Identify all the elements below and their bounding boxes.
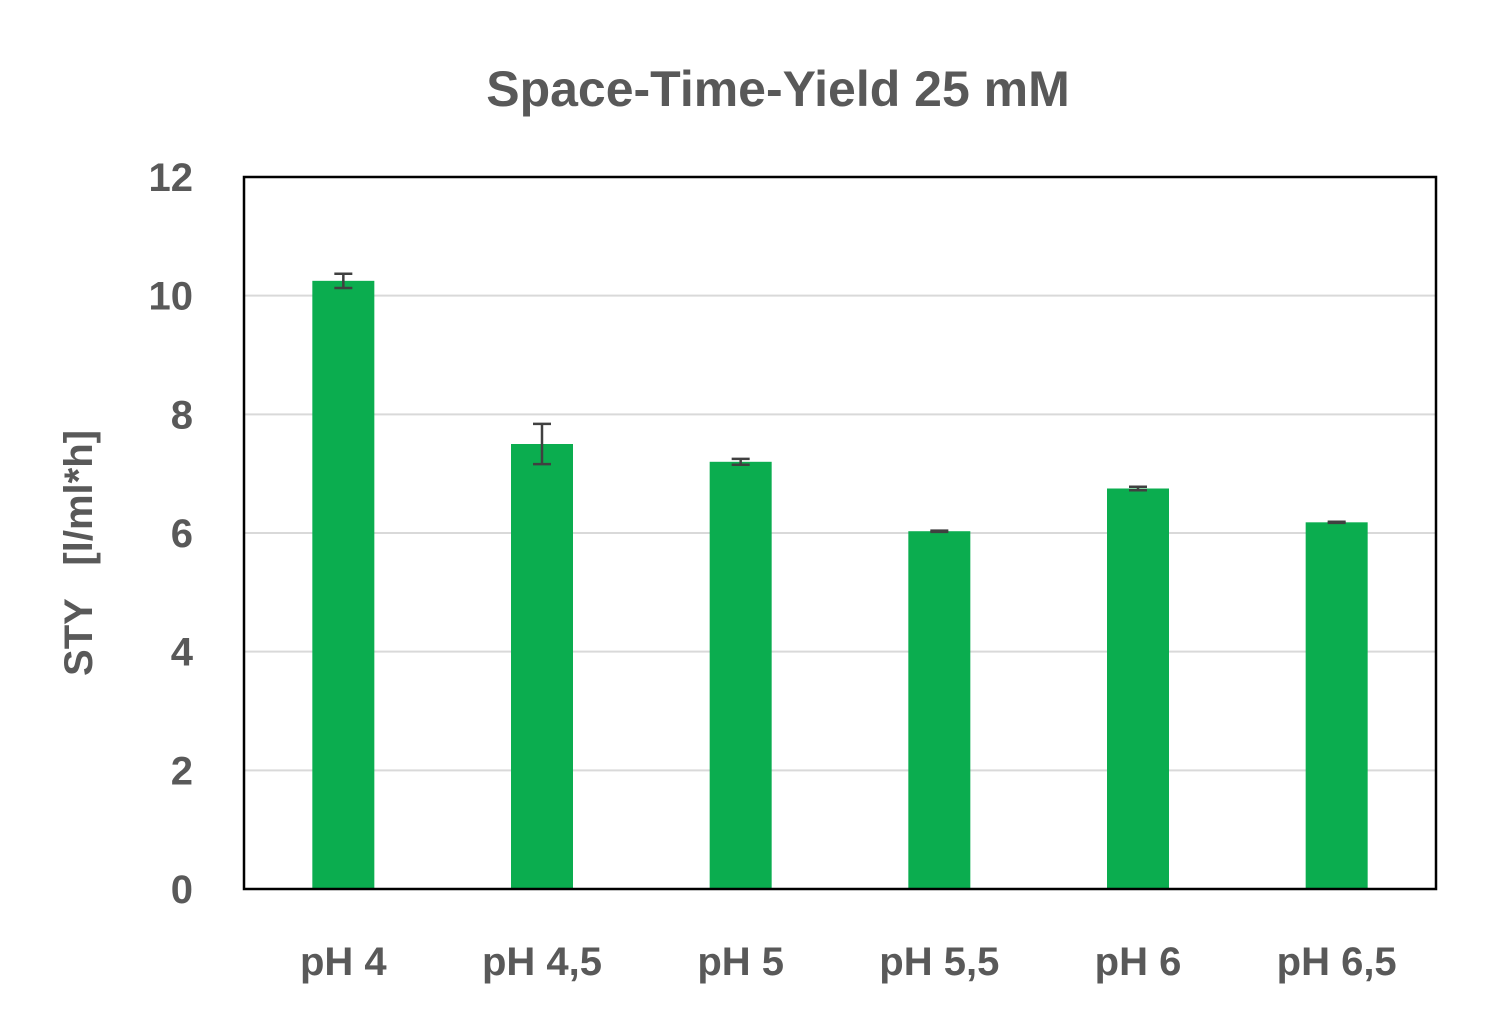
error-bar [533, 422, 551, 466]
x-tick-label: pH 6 [1095, 940, 1182, 984]
x-tick-label: pH 5 [697, 940, 784, 984]
bar [511, 444, 573, 889]
bars [312, 280, 1368, 889]
x-tick-label: pH 6,5 [1277, 940, 1397, 984]
bar [1107, 488, 1169, 889]
plot-area-frame [242, 175, 1438, 891]
y-tick-label: 0 [171, 868, 193, 912]
x-tick-label: pH 4 [300, 940, 387, 984]
bar [908, 531, 971, 889]
error-bar [334, 272, 353, 290]
error-bar [930, 529, 949, 534]
y-tick-label: 10 [149, 275, 194, 319]
chart-title: Space-Time-Yield 25 mM [486, 61, 1070, 117]
bar [312, 280, 375, 889]
x-axis-ticks: pH 4 pH 4,5 pH 5 pH 5,5 pH 6 pH 6,5 [300, 940, 1397, 984]
gridlines [244, 294, 1436, 772]
bar [1305, 522, 1368, 889]
error-bar [1327, 520, 1346, 525]
y-tick-label: 6 [171, 512, 193, 556]
x-tick-label: pH 5,5 [879, 940, 999, 984]
y-tick-label: 12 [149, 156, 194, 200]
bar [709, 461, 772, 889]
x-tick-label: pH 4,5 [482, 940, 602, 984]
y-tick-label: 4 [171, 631, 194, 675]
error-bar [1129, 485, 1147, 492]
error-bars [334, 272, 1346, 534]
y-axis-ticks: 0 2 4 6 8 10 12 [149, 156, 194, 912]
y-tick-label: 2 [171, 749, 193, 793]
y-tick-label: 8 [171, 393, 193, 437]
y-axis-label: STY [l/ml*h] [57, 430, 101, 676]
error-bar [731, 457, 750, 467]
